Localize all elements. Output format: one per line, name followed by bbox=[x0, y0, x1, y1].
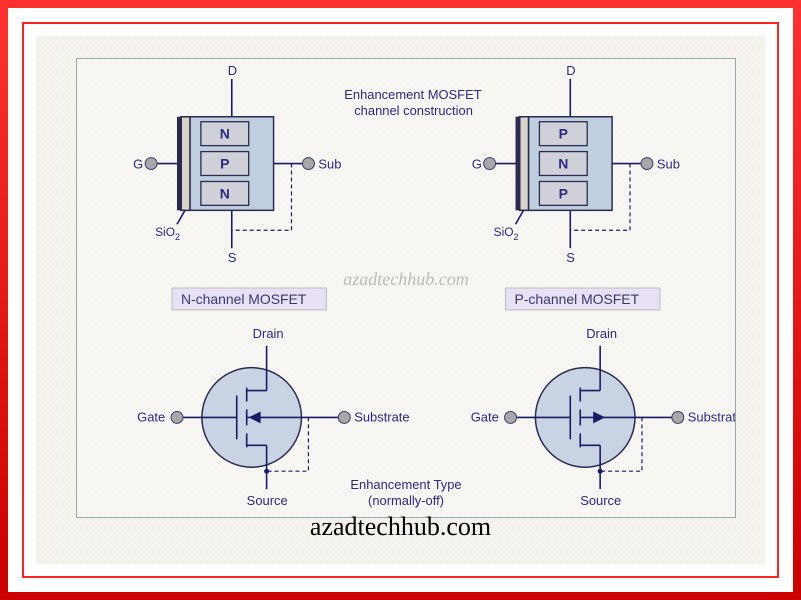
p-s-label: S bbox=[566, 250, 575, 265]
outer-frame: Enhancement MOSFET channel construction bbox=[0, 0, 801, 600]
n-channel-title: N-channel MOSFET bbox=[181, 291, 307, 307]
n-sub-label: Sub bbox=[318, 157, 341, 172]
paper-background: Enhancement MOSFET channel construction bbox=[36, 36, 765, 564]
p-g-label: G bbox=[472, 157, 482, 172]
n-top-region: N bbox=[220, 126, 230, 142]
diagram-svg: Enhancement MOSFET channel construction bbox=[77, 59, 735, 517]
header-line1: Enhancement MOSFET bbox=[344, 87, 481, 102]
n-construction: N P N D G Sub S SiO2 bbox=[133, 63, 341, 265]
p-sym-drain: Drain bbox=[586, 326, 617, 341]
p-construction: P N P D G Sub S SiO2 bbox=[472, 63, 680, 265]
p-channel-title: P-channel MOSFET bbox=[515, 291, 640, 307]
n-sym-sub: Substrate bbox=[354, 409, 409, 424]
n-s-label: S bbox=[228, 250, 237, 265]
n-sym-drain: Drain bbox=[253, 326, 284, 341]
footer-line2: (normally-off) bbox=[368, 493, 444, 508]
p-sym-gate: Gate bbox=[471, 409, 499, 424]
n-bot-region: N bbox=[220, 185, 230, 201]
p-d-label: D bbox=[566, 63, 575, 78]
p-sio2: SiO2 bbox=[494, 225, 519, 242]
n-mid-region: P bbox=[220, 156, 229, 172]
p-sub-label: Sub bbox=[657, 157, 680, 172]
header-line2: channel construction bbox=[354, 103, 473, 118]
footer-line1: Enhancement Type bbox=[350, 477, 461, 492]
n-sio2: SiO2 bbox=[155, 225, 180, 242]
p-symbol: Drain Gate Substrate Source bbox=[471, 326, 735, 508]
site-label: azadtechhub.com bbox=[310, 512, 491, 542]
n-sym-gate: Gate bbox=[137, 409, 165, 424]
p-bot-region: P bbox=[559, 185, 568, 201]
p-mid-region: N bbox=[558, 156, 568, 172]
n-sym-source: Source bbox=[247, 493, 288, 508]
p-sym-source: Source bbox=[580, 493, 621, 508]
diagram-container: Enhancement MOSFET channel construction bbox=[76, 58, 736, 518]
n-d-label: D bbox=[228, 63, 237, 78]
p-sym-sub: Substrate bbox=[688, 409, 735, 424]
n-g-label: G bbox=[133, 157, 143, 172]
p-top-region: P bbox=[559, 126, 568, 142]
